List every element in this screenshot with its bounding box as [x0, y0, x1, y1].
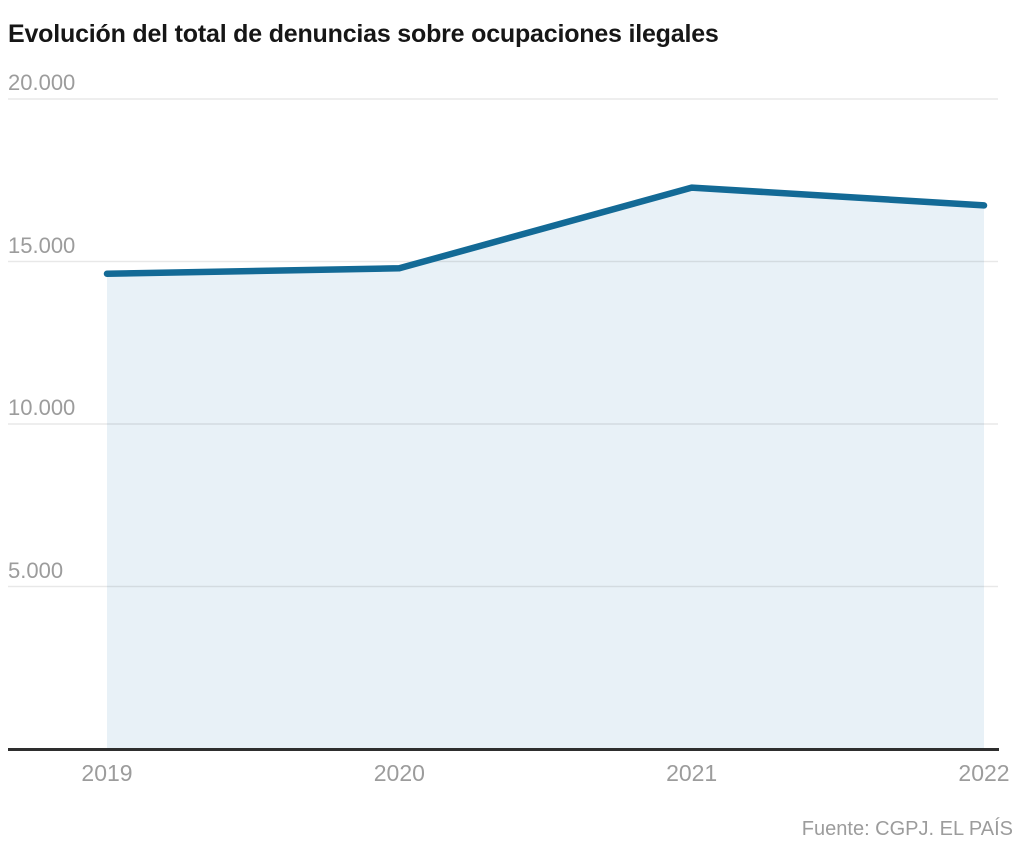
y-tick-label: 15.000 [8, 232, 76, 258]
x-tick-label: 2022 [958, 760, 1010, 786]
y-tick-label: 5.000 [8, 557, 64, 583]
area-fill [107, 187, 984, 750]
x-tick-label: 2021 [666, 760, 718, 786]
source-credit: Fuente: CGPJ. EL PAÍS [801, 818, 1013, 840]
x-axis-line [8, 748, 999, 751]
y-tick-label: 10.000 [8, 395, 76, 420]
x-tick-label: 2019 [81, 760, 133, 786]
chart-title: Evolución del total de denuncias sobre o… [8, 20, 719, 48]
trend-line [103, 184, 988, 278]
y-tick-label: 20.000 [8, 70, 76, 95]
x-tick-label: 2020 [373, 760, 425, 786]
